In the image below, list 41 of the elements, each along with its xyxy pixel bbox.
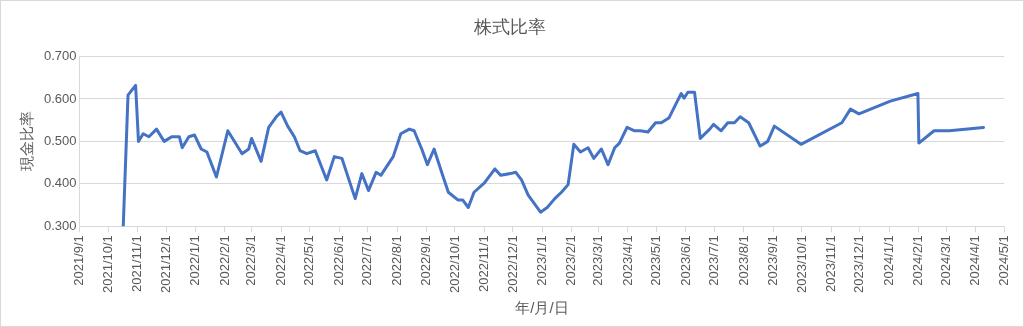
- x-tick-label: 2021/10/1: [99, 235, 115, 294]
- x-tick-label: 2024/1/1: [880, 235, 896, 286]
- x-tick-label: 2024/5/1: [995, 235, 1011, 286]
- x-tick-label: 2023/6/1: [677, 235, 693, 286]
- x-tick-label: 2023/7/1: [706, 235, 722, 286]
- x-tick-label: 2022/1/1: [187, 235, 203, 286]
- x-tick-label: 2022/5/1: [301, 235, 317, 286]
- x-tick-label: 2022/3/1: [243, 235, 259, 286]
- x-tick-label: 2024/4/1: [967, 235, 983, 286]
- x-tick-label: 2021/11/1: [129, 235, 145, 293]
- y-tick-label: 0.500: [43, 132, 77, 148]
- y-tick-label: 0.400: [43, 175, 77, 191]
- x-axis-title: 年/月/日: [515, 299, 569, 317]
- x-tick-label: 2022/7/1: [359, 235, 375, 286]
- y-tick-label: 0.600: [43, 90, 77, 106]
- x-tick-label: 2023/8/1: [735, 235, 751, 286]
- x-tick-label: 2023/3/1: [590, 235, 606, 286]
- x-tick-label: 2021/12/1: [157, 235, 173, 294]
- x-tick-label: 2022/2/1: [216, 235, 232, 286]
- y-tick-label: 0.300: [43, 217, 77, 233]
- x-tick-label: 2022/10/1: [446, 235, 462, 294]
- x-tick-label: 2023/5/1: [648, 235, 664, 286]
- x-tick-label: 2021/9/1: [71, 235, 87, 286]
- x-tick-label: 2023/1/1: [534, 235, 550, 286]
- x-tick-label: 2023/11/1: [822, 235, 838, 293]
- chart-title: 株式比率: [473, 16, 546, 37]
- x-tick-label: 2022/12/1: [504, 235, 520, 294]
- x-tick-label: 2023/9/1: [765, 235, 780, 286]
- x-tick-label: 2023/4/1: [619, 235, 635, 286]
- x-tick-label: 2024/2/1: [910, 235, 926, 286]
- x-tick-label: 2022/4/1: [272, 235, 288, 286]
- x-tick-label: 2024/3/1: [938, 235, 953, 286]
- x-tick-label: 2023/10/1: [793, 235, 809, 294]
- x-tick-label: 2022/8/1: [388, 235, 404, 286]
- x-tick-label: 2023/12/1: [851, 235, 867, 294]
- x-tick-label: 2022/9/1: [418, 235, 434, 286]
- x-tick-label: 2023/2/1: [563, 235, 579, 286]
- y-tick-label: 0.700: [43, 48, 77, 64]
- x-tick-label: 2022/6/1: [330, 235, 346, 286]
- x-tick-label: 2022/11/1: [476, 235, 492, 293]
- y-axis-title: 現金比率: [18, 111, 36, 172]
